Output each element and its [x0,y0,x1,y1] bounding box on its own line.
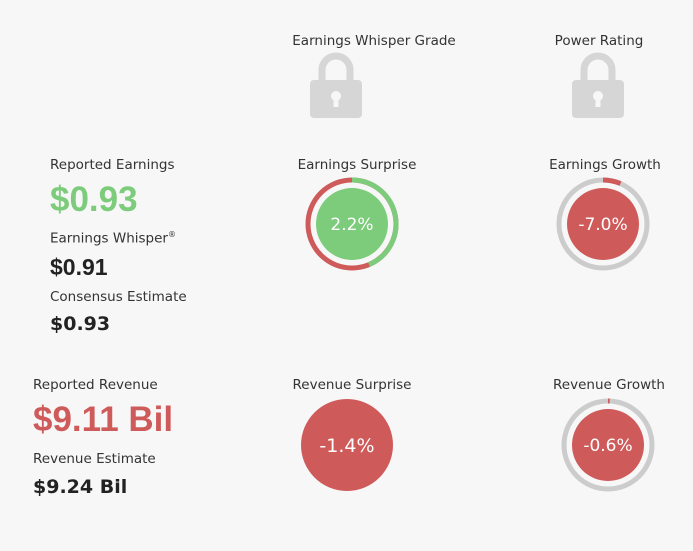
reported-revenue-label: Reported Revenue [33,377,158,393]
registered-mark: ® [168,230,176,239]
revenue-surprise-label: Revenue Surprise [292,377,412,393]
earnings-whisper-label: Earnings Whisper® [50,230,176,247]
earnings-surprise-value: 2.2% [330,215,373,235]
revenue-estimate-label: Revenue Estimate [33,451,156,467]
consensus-estimate-label: Consensus Estimate [50,289,187,305]
earnings-whisper-value: $0.91 [50,254,108,280]
earnings-growth-value: -7.0% [578,215,627,235]
reported-earnings-value: $0.93 [50,180,138,219]
earnings-whisper-text: Earnings Whisper [50,230,168,247]
lock-icon [310,52,362,118]
earnings-growth-label: Earnings Growth [549,157,661,173]
earnings-surprise-label: Earnings Surprise [297,157,417,173]
revenue-surprise-gauge: -1.4% [301,399,393,491]
ew-grade-label: Earnings Whisper Grade [292,33,456,49]
revenue-growth-gauge: -0.6% [561,398,655,492]
earnings-growth-gauge: -7.0% [556,177,650,271]
earnings-surprise-gauge: 2.2% [305,177,399,271]
lock-icon [572,52,624,118]
power-rating-label: Power Rating [554,33,644,49]
reported-earnings-label: Reported Earnings [50,157,175,173]
reported-revenue-value: $9.11 Bil [33,400,174,439]
revenue-growth-value: -0.6% [583,436,632,456]
revenue-estimate-value: $9.24 Bil [33,476,128,498]
consensus-estimate-value: $0.93 [50,313,111,335]
revenue-surprise-value: -1.4% [319,435,374,457]
revenue-growth-label: Revenue Growth [553,377,665,393]
